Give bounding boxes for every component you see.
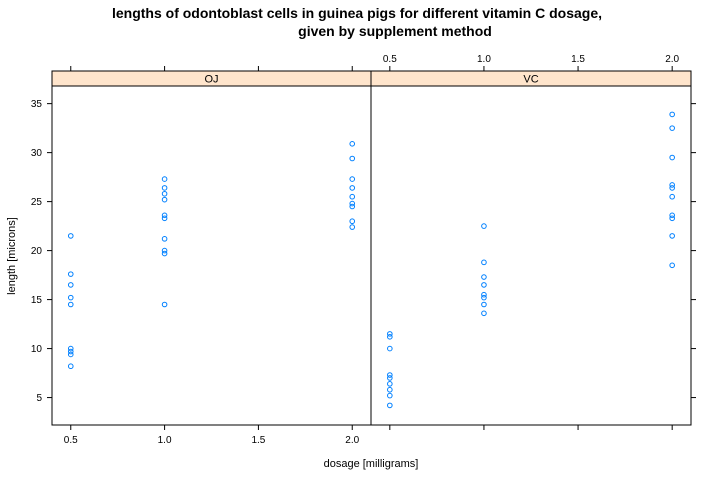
y-tick-label-3: 20	[31, 246, 43, 257]
data-point-vc-7	[387, 392, 393, 399]
data-point-oj-15	[161, 236, 168, 242]
data-point-oj-3	[67, 294, 74, 301]
data-point-oj-24	[349, 200, 356, 207]
data-point-vc-15	[481, 301, 487, 308]
data-point-vc-14	[481, 294, 487, 301]
x-tick-label-top-0: 0.5	[383, 54, 397, 65]
data-point-oj-20	[349, 155, 356, 162]
data-point-oj-14	[161, 215, 168, 222]
x-tick-label-top-1: 1.0	[477, 54, 491, 65]
x-axis-label: dosage [milligrams]	[324, 458, 419, 470]
data-point-oj-2	[67, 282, 74, 288]
data-point-vc-8	[387, 402, 393, 409]
data-point-vc-6	[387, 386, 393, 393]
data-point-oj-16	[161, 247, 168, 254]
data-point-vc-13	[481, 291, 487, 298]
panel-frame-oj	[51, 85, 372, 426]
chart-title-line-2: given by supplement method	[298, 23, 492, 39]
y-tick-label-1: 10	[31, 344, 43, 355]
data-point-oj-19	[349, 141, 356, 147]
data-point-vc-12	[481, 282, 487, 288]
data-point-vc-10	[481, 259, 487, 266]
data-point-oj-23	[349, 193, 356, 200]
x-tick-label-bottom-2: 1.5	[251, 435, 265, 446]
data-point-vc-9	[481, 223, 487, 229]
data-point-vc-4	[387, 375, 393, 381]
data-point-oj-18	[161, 301, 168, 308]
data-point-oj-12	[161, 196, 168, 203]
data-point-oj-4	[67, 301, 74, 308]
data-point-vc-19	[669, 154, 675, 161]
data-point-oj-0	[67, 233, 74, 239]
data-point-vc-0	[387, 331, 393, 337]
data-point-vc-5	[387, 381, 393, 387]
strip-label-vc: VC	[523, 74, 538, 86]
data-point-oj-17	[161, 250, 168, 257]
data-point-oj-8	[67, 363, 74, 370]
x-tick-label-bottom-1: 1.0	[158, 435, 172, 446]
y-tick-label-5: 30	[31, 148, 43, 159]
data-point-oj-6	[67, 348, 74, 355]
data-point-vc-11	[481, 274, 487, 280]
x-tick-label-top-3: 2.0	[665, 54, 679, 65]
y-tick-label-0: 5	[36, 393, 42, 404]
data-point-oj-13	[161, 212, 168, 219]
data-point-vc-26	[669, 262, 675, 269]
chart-title-line-1: lengths of odontoblast cells in guinea p…	[112, 5, 602, 21]
data-point-oj-25	[349, 203, 356, 210]
data-point-oj-27	[349, 224, 356, 230]
x-tick-label-bottom-0: 0.5	[64, 435, 78, 446]
data-point-vc-3	[387, 372, 393, 378]
data-point-vc-16	[481, 310, 487, 317]
y-tick-label-6: 35	[31, 99, 43, 110]
panel-frame-vc	[370, 85, 692, 426]
data-point-vc-24	[669, 215, 675, 222]
y-tick-label-2: 15	[31, 295, 43, 306]
data-point-vc-21	[669, 185, 675, 191]
data-point-vc-25	[669, 233, 675, 239]
y-axis-label: length [microns]	[6, 217, 18, 295]
x-tick-label-bottom-3: 2.0	[345, 435, 359, 446]
data-point-oj-26	[349, 218, 356, 225]
data-point-vc-22	[669, 193, 675, 200]
data-point-oj-22	[349, 185, 356, 191]
data-point-oj-10	[161, 185, 168, 191]
data-point-vc-18	[669, 125, 675, 131]
data-point-oj-21	[349, 176, 356, 182]
data-point-vc-1	[387, 334, 393, 340]
x-tick-label-top-2: 1.5	[571, 54, 585, 65]
data-point-oj-7	[67, 351, 74, 358]
data-point-oj-9	[161, 176, 168, 182]
data-point-vc-23	[669, 212, 675, 219]
data-point-vc-2	[387, 345, 393, 352]
data-point-vc-17	[669, 111, 675, 118]
data-point-vc-20	[669, 182, 675, 188]
data-point-oj-11	[161, 190, 168, 197]
data-point-oj-1	[67, 271, 74, 277]
strip-label-oj: OJ	[204, 74, 218, 86]
data-point-oj-5	[67, 345, 74, 352]
y-tick-label-4: 25	[31, 197, 43, 208]
